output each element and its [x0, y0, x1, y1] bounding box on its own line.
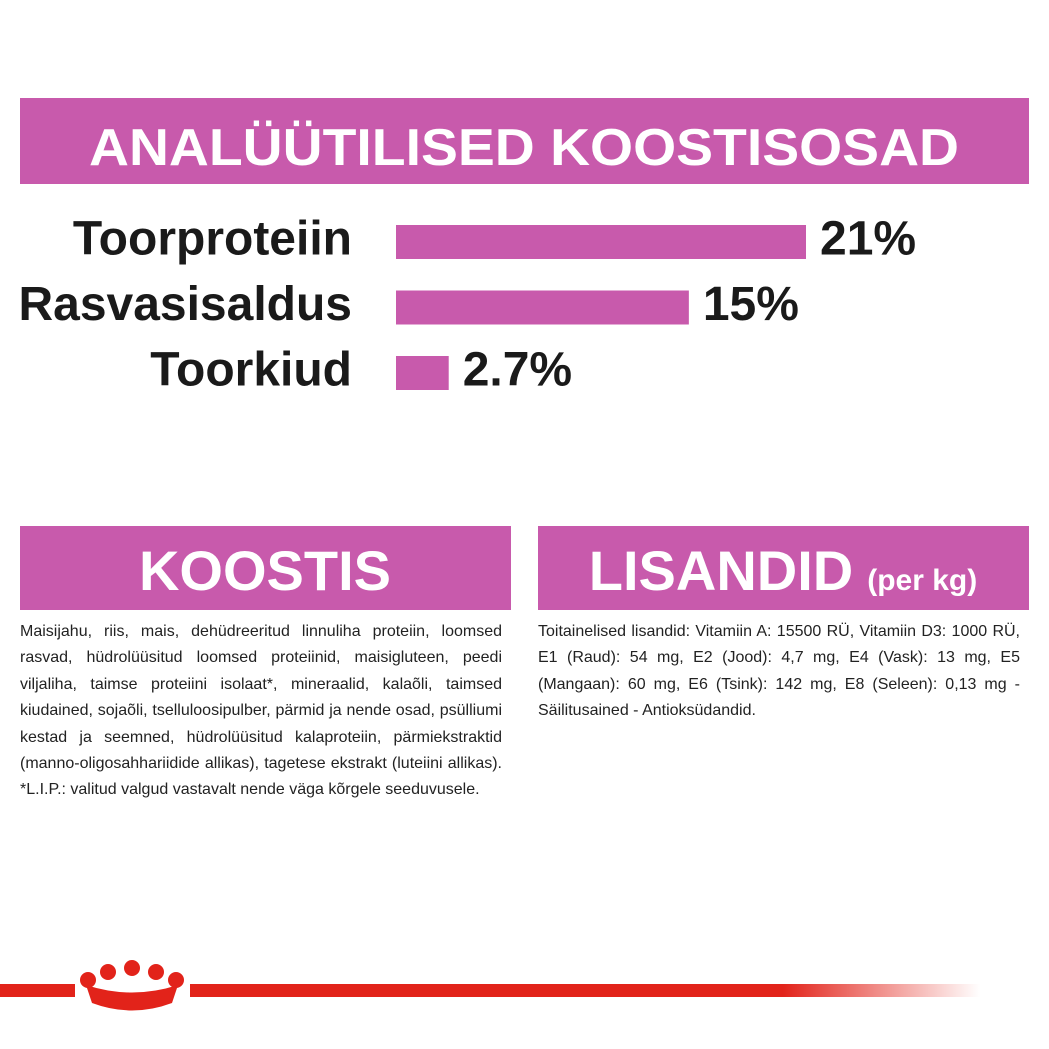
- category-label: Toorkiud: [150, 344, 352, 397]
- bar: [396, 356, 449, 390]
- brand-line: [190, 984, 980, 997]
- koostis-band: [20, 526, 511, 610]
- logo: [80, 960, 184, 1011]
- crown-dot: [124, 960, 140, 976]
- title-band: [20, 98, 1029, 184]
- crown-dot: [168, 972, 184, 988]
- lisandid-subtitle: (per kg): [867, 564, 977, 597]
- brand-line: [0, 984, 75, 997]
- crown-base: [86, 985, 178, 1011]
- bar: [396, 225, 806, 259]
- lisandid-title: LISANDID: [589, 539, 853, 602]
- value-label: 2.7%: [463, 344, 572, 397]
- koostis-title: KOOSTIS: [139, 539, 391, 602]
- bar: [396, 290, 689, 325]
- category-label: Toorproteiin: [73, 213, 352, 266]
- lisandid-band: [538, 526, 1029, 610]
- lisandid-text: Toitainelised lisandid: Vitamiin A: 1550…: [538, 623, 1020, 720]
- koostis-text: Maisijahu, riis, mais, dehüdreeritud lin…: [20, 623, 502, 799]
- chart-title: ANALÜÜTILISED KOOSTISOSAD: [89, 119, 959, 177]
- crown-dot: [148, 964, 164, 980]
- category-label: Rasvasisaldus: [18, 278, 352, 331]
- lisandid-heading: LISANDID (per kg): [589, 539, 977, 602]
- crown-dot: [100, 964, 116, 980]
- crown-dot: [80, 972, 96, 988]
- value-label: 21%: [820, 213, 916, 266]
- value-label: 15%: [703, 278, 799, 331]
